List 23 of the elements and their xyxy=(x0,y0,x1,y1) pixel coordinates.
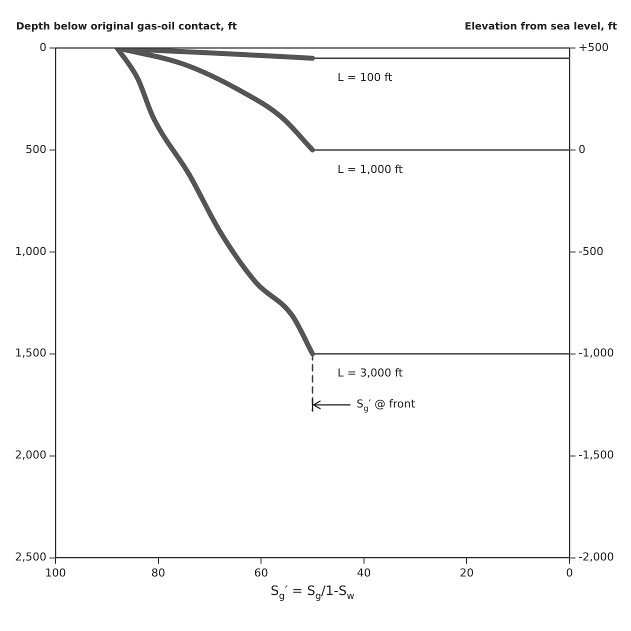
y2-axis-title: Elevation from sea level, ft xyxy=(464,22,618,33)
y-axis-title: Depth below original gas-oil contact, ft xyxy=(16,22,238,33)
text: L = 1,000 ft xyxy=(338,162,404,176)
x-tick-label: 80 xyxy=(151,566,166,580)
y-tick-label: 1,000 xyxy=(14,244,46,258)
y2-tick-label: +500 xyxy=(578,40,609,54)
text: L = 100 ft xyxy=(338,71,394,84)
y2-tick-label: 0 xyxy=(578,142,586,156)
x-tick-label: 100 xyxy=(44,566,66,580)
x-tick-label: 60 xyxy=(254,566,268,580)
y2-tick-label: -1,000 xyxy=(578,346,614,360)
x-tick-label: 20 xyxy=(460,566,474,580)
y-tick-label: 500 xyxy=(25,142,46,156)
y-tick-label: 0 xyxy=(39,40,46,54)
x-tick-label: 40 xyxy=(356,566,371,580)
y2-tick-label: -2,000 xyxy=(578,550,614,564)
y2-tick-label: -1,500 xyxy=(578,448,614,462)
y-tick-label: 2,500 xyxy=(14,550,46,564)
text: L = 3,000 ft xyxy=(338,366,404,380)
y2-tick-label: -500 xyxy=(578,244,604,258)
y-tick-label: 2,000 xyxy=(14,448,46,462)
y-tick-label: 1,500 xyxy=(14,346,46,360)
x-tick-label: 0 xyxy=(566,566,574,580)
